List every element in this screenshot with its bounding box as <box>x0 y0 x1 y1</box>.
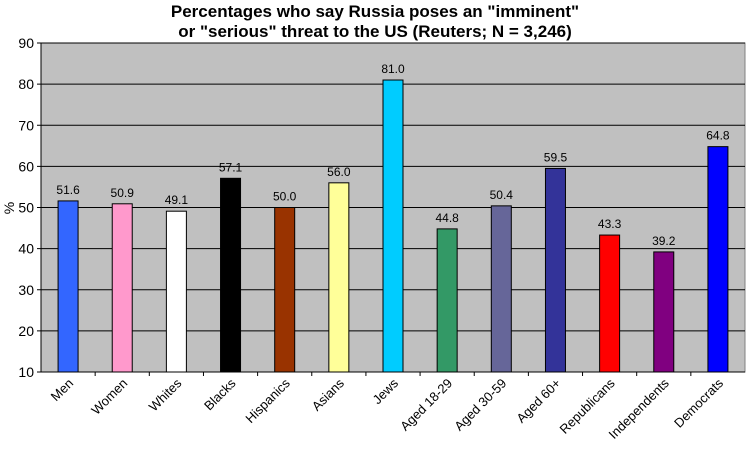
data-label: 51.6 <box>56 183 80 197</box>
bar <box>544 167 566 373</box>
data-label: 50.0 <box>273 190 297 204</box>
bar <box>436 228 458 373</box>
y-tick-label: 80 <box>18 76 34 92</box>
x-tick-label: Democrats <box>671 375 726 430</box>
x-tick-label: Aged 30-59 <box>451 376 509 434</box>
x-tick-label: Whites <box>146 375 185 414</box>
bar <box>165 210 187 373</box>
x-tick-label: Jews <box>370 375 402 407</box>
y-tick-label: 60 <box>18 158 34 174</box>
bar <box>599 234 621 373</box>
y-axis-title: % <box>1 202 17 214</box>
bar <box>653 251 675 373</box>
x-tick-label: Asians <box>309 375 348 414</box>
y-tick-label: 40 <box>18 241 34 257</box>
y-tick-label: 10 <box>18 364 34 380</box>
chart-title-line-2: or "serious" threat to the US (Reuters; … <box>178 22 572 41</box>
data-label: 44.8 <box>435 211 459 225</box>
bar <box>328 182 350 373</box>
bar <box>111 203 133 373</box>
data-label: 50.4 <box>490 188 514 202</box>
data-label: 49.1 <box>165 193 189 207</box>
x-tick-label: Blacks <box>201 375 239 413</box>
bar <box>220 177 242 373</box>
x-tick-label: Hispanics <box>242 375 293 426</box>
bar <box>57 200 79 373</box>
chart-title-line-1: Percentages who say Russia poses an "imm… <box>170 2 580 21</box>
data-label: 56.0 <box>327 165 351 179</box>
y-tick-label: 70 <box>18 117 34 133</box>
y-tick-label: 50 <box>18 200 34 216</box>
data-label: 57.1 <box>219 160 243 174</box>
bar <box>382 79 404 373</box>
x-tick-label: Aged 18-29 <box>397 376 455 434</box>
x-tick-label: Men <box>48 376 76 404</box>
x-tick-label: Aged 60+ <box>513 376 563 426</box>
data-label: 39.2 <box>652 234 676 248</box>
bar <box>490 205 512 373</box>
bar <box>274 207 296 373</box>
y-tick-label: 30 <box>18 282 34 298</box>
data-label: 43.3 <box>598 217 622 231</box>
y-tick-label: 20 <box>18 323 34 339</box>
y-tick-label: 90 <box>18 35 34 51</box>
data-label: 64.8 <box>706 129 730 143</box>
data-label: 50.9 <box>111 186 135 200</box>
data-label: 59.5 <box>544 150 568 164</box>
x-tick-label: Women <box>88 376 130 418</box>
bars <box>57 79 729 373</box>
bar <box>707 146 729 373</box>
data-label: 81.0 <box>381 62 405 76</box>
